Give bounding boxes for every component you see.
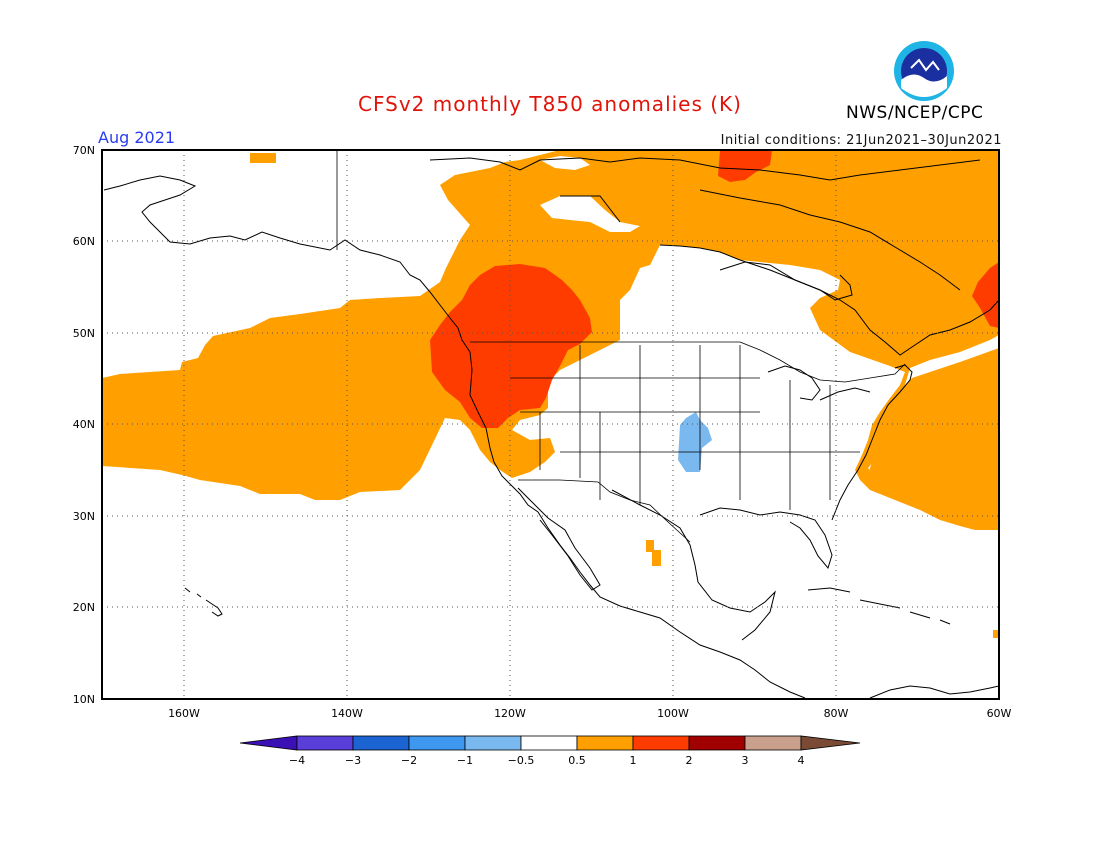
anomaly-fill-layer — [102, 150, 999, 638]
colorbar: −4 −3 −2 −1 −0.5 0.5 1 2 3 4 — [239, 735, 861, 767]
map-frame — [101, 149, 1000, 700]
forecast-period-label: Aug 2021 — [98, 128, 176, 147]
agency-label: NWS/NCEP/CPC — [846, 103, 984, 123]
colorbar-label: −1 — [457, 754, 473, 767]
colorbar-swatch — [520, 735, 578, 751]
lon-label: 60W — [987, 707, 1012, 720]
lat-label: 70N — [73, 144, 95, 157]
lon-label: 80W — [824, 707, 849, 720]
latitude-labels: 70N 60N 50N 40N 30N 20N 10N — [73, 144, 95, 706]
political-boundaries — [336, 150, 906, 543]
colorbar-swatch — [408, 735, 466, 751]
colorbar-label: 4 — [798, 754, 805, 767]
colorbar-label: 1 — [630, 754, 637, 767]
colorbar-label: 0.5 — [568, 754, 586, 767]
longitude-labels: 160W 140W 120W 100W 80W 60W — [168, 707, 1011, 720]
lon-label: 140W — [331, 707, 363, 720]
lon-label: 100W — [657, 707, 689, 720]
lat-label: 40N — [73, 418, 95, 431]
lat-label: 20N — [73, 601, 95, 614]
colorbar-swatch — [632, 735, 690, 751]
colorbar-swatch — [352, 735, 410, 751]
colorbar-swatch — [296, 735, 354, 751]
colorbar-label: 3 — [742, 754, 749, 767]
colorbar-swatch — [464, 735, 522, 751]
colorbar-arrow-low — [239, 735, 298, 751]
lon-label: 160W — [168, 707, 200, 720]
lat-label: 60N — [73, 235, 95, 248]
colorbar-arrow-high — [800, 735, 861, 751]
colorbar-label: −3 — [345, 754, 361, 767]
cool-anomaly-minus1-to-minus0.5 — [678, 412, 712, 472]
colorbar-label: −4 — [289, 754, 305, 767]
colorbar-swatch — [576, 735, 634, 751]
colorbar-label: 2 — [686, 754, 693, 767]
map-title: CFSv2 monthly T850 anomalies (K) — [358, 92, 742, 116]
colorbar-swatch — [688, 735, 746, 751]
colorbar-label: −2 — [401, 754, 417, 767]
lat-label: 10N — [73, 693, 95, 706]
colorbar-swatch — [744, 735, 802, 751]
initial-conditions-label: Initial conditions: 21Jun2021–30Jun2021 — [720, 133, 1002, 148]
lat-label: 30N — [73, 510, 95, 523]
warm-anomaly-0.5-to-1 — [102, 150, 999, 638]
colorbar-label: −0.5 — [508, 754, 535, 767]
lon-label: 120W — [494, 707, 526, 720]
noaa-logo-icon — [894, 41, 954, 101]
lat-label: 50N — [73, 327, 95, 340]
